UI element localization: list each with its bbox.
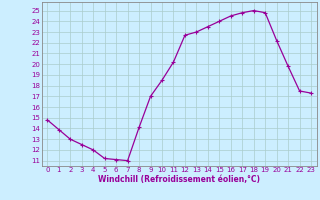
X-axis label: Windchill (Refroidissement éolien,°C): Windchill (Refroidissement éolien,°C) <box>98 175 260 184</box>
